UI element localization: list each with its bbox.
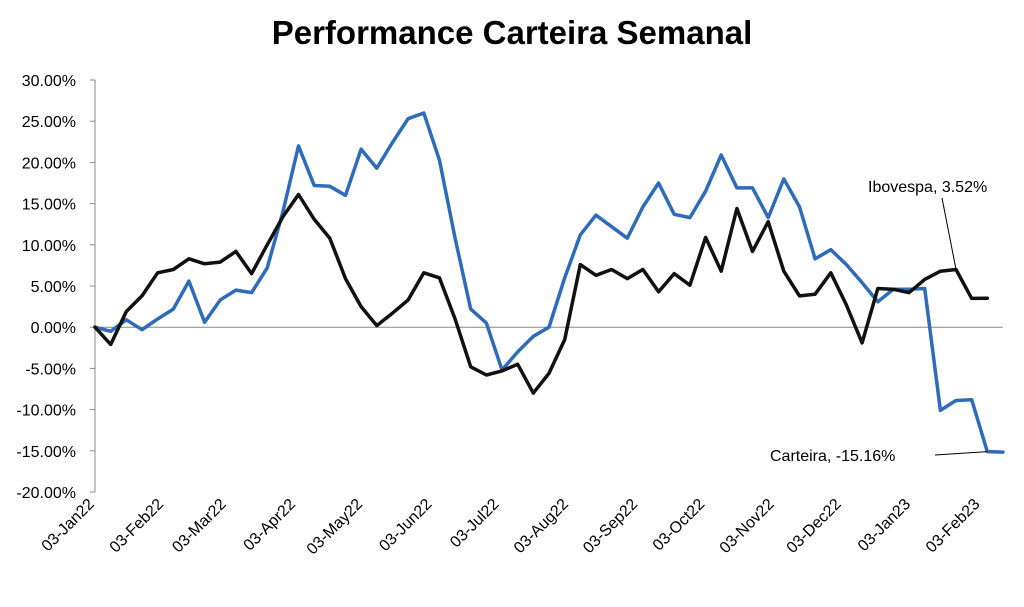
y-tick-label: 20.00% bbox=[22, 155, 76, 172]
x-tick-label: 03-Apr22 bbox=[241, 496, 300, 555]
x-tick-label: 03-Oct22 bbox=[650, 496, 709, 555]
y-tick-label: -5.00% bbox=[25, 361, 76, 378]
x-tick-label: 03-Jan22 bbox=[39, 496, 98, 555]
y-tick-label: 30.00% bbox=[22, 73, 76, 90]
ibovespa-leader-line bbox=[941, 197, 957, 270]
x-tick-label: 03-Dec22 bbox=[784, 496, 845, 557]
x-tick-label: 03-May22 bbox=[304, 496, 366, 558]
y-tick-label: 10.00% bbox=[22, 238, 76, 255]
series-lines bbox=[93, 111, 1005, 454]
x-tick-label: 03-Mar22 bbox=[169, 496, 230, 557]
x-tick-label: 03-Feb23 bbox=[923, 496, 984, 557]
annotations: Ibovespa, 3.52% Carteira, -15.16% bbox=[770, 179, 988, 465]
y-axis-tick-labels: 30.00% 25.00% 20.00% 15.00% 10.00% 5.00% 0.00%… bbox=[16, 73, 76, 502]
y-tick-label: 0.00% bbox=[31, 320, 76, 337]
series-line-ibovespa bbox=[93, 192, 990, 395]
x-tick-label: 03-Jul22 bbox=[447, 496, 502, 551]
series-line-carteira bbox=[93, 111, 1005, 454]
carteira-leader-line bbox=[934, 451, 988, 456]
x-tick-label: 03-Sep22 bbox=[580, 496, 641, 557]
y-tick-label: 5.00% bbox=[31, 279, 76, 296]
y-tick-label: 25.00% bbox=[22, 114, 76, 131]
carteira-annotation-label: Carteira, -15.16% bbox=[770, 448, 895, 465]
x-tick-label: 03-Nov22 bbox=[717, 496, 778, 557]
chart-title: Performance Carteira Semanal bbox=[271, 14, 753, 51]
y-tick-label: -20.00% bbox=[16, 485, 76, 502]
y-tick-label: 15.00% bbox=[22, 197, 76, 214]
x-tick-label: 03-Feb22 bbox=[107, 496, 168, 557]
y-tick-label: -10.00% bbox=[16, 403, 76, 420]
x-axis-tick-labels: 03-Jan22 03-Feb22 03-Mar22 03-Apr22 03-May22… bbox=[39, 496, 984, 558]
x-tick-label: 03-Jan23 bbox=[855, 496, 914, 555]
x-tick-label: 03-Jun22 bbox=[376, 496, 435, 555]
y-tick-label: -15.00% bbox=[16, 444, 76, 461]
ibovespa-annotation-label: Ibovespa, 3.52% bbox=[868, 179, 987, 196]
x-tick-label: 03-Aug22 bbox=[511, 496, 572, 557]
